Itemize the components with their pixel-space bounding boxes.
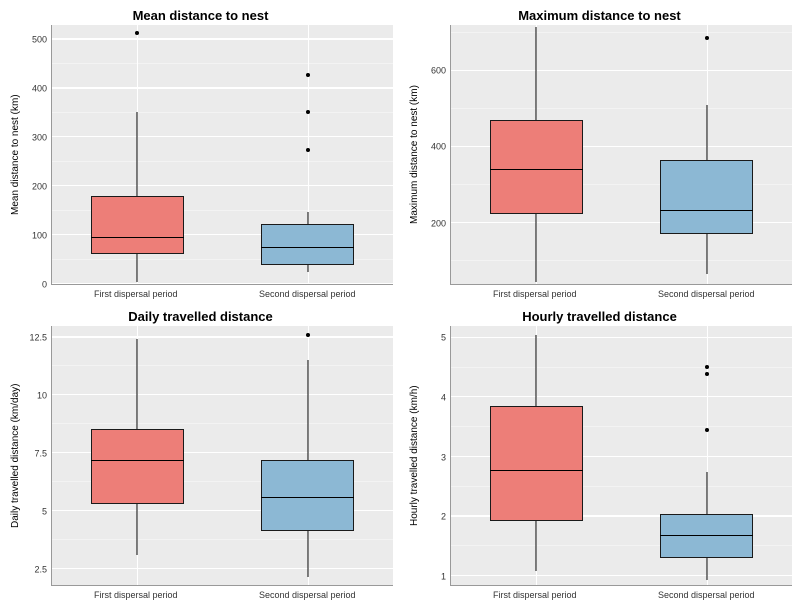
x-label-row: First dispersal periodSecond dispersal p…	[407, 285, 792, 299]
x-label-row: First dispersal periodSecond dispersal p…	[8, 586, 393, 600]
y-axis-label: Hourly travelled distance (km/h)	[407, 326, 422, 586]
y-tick: 2.5	[34, 565, 51, 574]
y-axis-label: Maximum distance to nest (km)	[407, 25, 422, 285]
y-tick: 300	[32, 133, 51, 142]
median-line	[490, 470, 583, 471]
outlier-point	[705, 428, 709, 432]
chart-grid: Mean distance to nest Mean distance to ne…	[8, 8, 792, 600]
outlier-point	[705, 365, 709, 369]
panel-max_dist: Maximum distance to nest Maximum distance…	[407, 8, 792, 299]
box-group	[649, 25, 765, 284]
outlier-point	[705, 36, 709, 40]
median-line	[261, 497, 354, 498]
median-line	[490, 169, 583, 170]
median-line	[261, 247, 354, 248]
plot-wrap: Hourly travelled distance (km/h) 1 2 3 4 5	[407, 326, 792, 586]
x-tick-label: Second dispersal period	[222, 590, 394, 600]
x-tick-label: Second dispersal period	[621, 590, 793, 600]
median-line	[660, 535, 753, 536]
panel-title: Hourly travelled distance	[407, 309, 792, 324]
box	[490, 120, 583, 213]
outlier-point	[306, 73, 310, 77]
panel-title: Maximum distance to nest	[407, 8, 792, 23]
outlier-point	[306, 333, 310, 337]
median-line	[91, 460, 184, 461]
y-tick: 10	[37, 391, 51, 400]
box	[261, 224, 354, 265]
box-group	[79, 326, 195, 585]
y-tick: 4	[441, 393, 450, 402]
outlier-point	[135, 31, 139, 35]
box	[660, 160, 753, 234]
y-axis-label: Mean distance to nest (km)	[8, 25, 23, 285]
y-tick-col: 1 2 3 4 5	[422, 326, 450, 586]
y-tick: 100	[32, 231, 51, 240]
x-label-spacer	[8, 289, 50, 299]
plot-wrap: Mean distance to nest (km)01002003004005…	[8, 25, 393, 285]
plot-area	[51, 25, 393, 285]
box-group	[250, 25, 366, 284]
box-group	[79, 25, 195, 284]
y-tick: 200	[32, 182, 51, 191]
panel-daily_dist: Daily travelled distance Daily travelled …	[8, 309, 393, 600]
panel-hourly_dist: Hourly travelled distance Hourly travelle…	[407, 309, 792, 600]
plot-area	[51, 326, 393, 586]
y-tick: 5	[441, 333, 450, 342]
y-tick: 12.5	[29, 333, 51, 342]
outlier-point	[306, 148, 310, 152]
y-tick: 400	[431, 143, 450, 152]
x-tick-label: First dispersal period	[50, 289, 222, 299]
x-tick-label: Second dispersal period	[621, 289, 793, 299]
y-tick: 400	[32, 84, 51, 93]
y-tick: 1	[441, 573, 450, 582]
box	[490, 406, 583, 521]
y-tick: 2	[441, 513, 450, 522]
plot-area	[450, 326, 792, 586]
y-tick-col: 2.5 5 7.5 10 12.5	[23, 326, 51, 586]
panel-title: Daily travelled distance	[8, 309, 393, 324]
panel-title: Mean distance to nest	[8, 8, 393, 23]
box-group	[478, 25, 594, 284]
outlier-point	[705, 372, 709, 376]
plot-area	[450, 25, 792, 285]
x-tick-label: Second dispersal period	[222, 289, 394, 299]
box-group	[478, 326, 594, 585]
y-tick: 3	[441, 453, 450, 462]
y-tick-col: 200 400 600	[422, 25, 450, 285]
box	[91, 196, 184, 254]
x-tick-label: First dispersal period	[449, 289, 621, 299]
box	[91, 429, 184, 504]
y-tick: 600	[431, 66, 450, 75]
x-label-spacer	[407, 590, 449, 600]
y-tick: 0	[42, 281, 51, 290]
y-tick: 500	[32, 35, 51, 44]
plot-wrap: Maximum distance to nest (km) 200 400 600	[407, 25, 792, 285]
x-tick-label: First dispersal period	[50, 590, 222, 600]
panel-mean_dist: Mean distance to nest Mean distance to ne…	[8, 8, 393, 299]
y-axis-label: Daily travelled distance (km/day)	[8, 326, 23, 586]
box-group	[649, 326, 765, 585]
y-tick: 7.5	[34, 449, 51, 458]
x-label-spacer	[407, 289, 449, 299]
outlier-point	[306, 110, 310, 114]
x-label-spacer	[8, 590, 50, 600]
x-tick-label: First dispersal period	[449, 590, 621, 600]
plot-wrap: Daily travelled distance (km/day) 2.5 5 7.5…	[8, 326, 393, 586]
x-label-row: First dispersal periodSecond dispersal p…	[8, 285, 393, 299]
y-tick: 200	[431, 219, 450, 228]
x-label-row: First dispersal periodSecond dispersal p…	[407, 586, 792, 600]
box	[261, 460, 354, 531]
box-group	[250, 326, 366, 585]
y-tick: 5	[42, 507, 51, 516]
median-line	[660, 210, 753, 211]
y-tick-col: 0100200300400500	[23, 25, 51, 285]
median-line	[91, 237, 184, 238]
